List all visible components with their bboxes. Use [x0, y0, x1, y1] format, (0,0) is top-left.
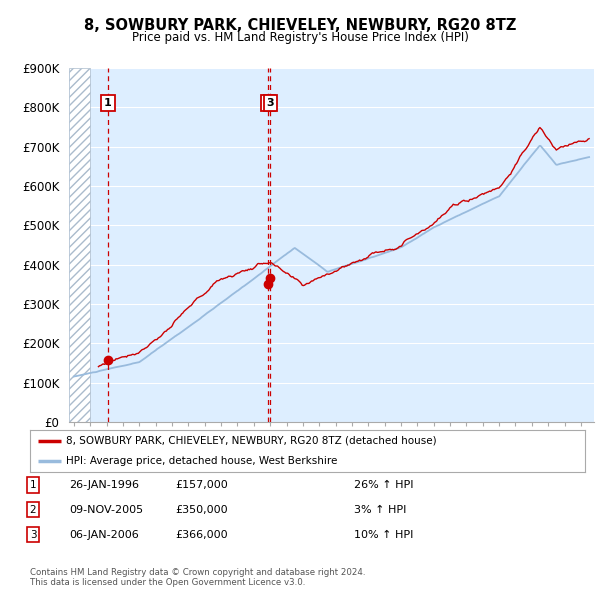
Text: 1: 1 [104, 99, 112, 108]
Text: £350,000: £350,000 [175, 505, 228, 514]
Text: Price paid vs. HM Land Registry's House Price Index (HPI): Price paid vs. HM Land Registry's House … [131, 31, 469, 44]
Text: 2: 2 [264, 99, 272, 108]
Text: 06-JAN-2006: 06-JAN-2006 [69, 530, 139, 539]
Bar [69, 68, 90, 422]
Text: 2: 2 [29, 505, 37, 514]
Text: £366,000: £366,000 [175, 530, 228, 539]
Text: £157,000: £157,000 [175, 480, 228, 490]
Text: 26-JAN-1996: 26-JAN-1996 [69, 480, 139, 490]
Text: Contains HM Land Registry data © Crown copyright and database right 2024.
This d: Contains HM Land Registry data © Crown c… [30, 568, 365, 587]
Text: 10% ↑ HPI: 10% ↑ HPI [354, 530, 413, 539]
Text: 1: 1 [29, 480, 37, 490]
Text: 3% ↑ HPI: 3% ↑ HPI [354, 505, 406, 514]
Text: 8, SOWBURY PARK, CHIEVELEY, NEWBURY, RG20 8TZ (detached house): 8, SOWBURY PARK, CHIEVELEY, NEWBURY, RG2… [66, 436, 437, 446]
Text: 26% ↑ HPI: 26% ↑ HPI [354, 480, 413, 490]
Text: 8, SOWBURY PARK, CHIEVELEY, NEWBURY, RG20 8TZ: 8, SOWBURY PARK, CHIEVELEY, NEWBURY, RG2… [84, 18, 516, 32]
Text: 09-NOV-2005: 09-NOV-2005 [69, 505, 143, 514]
Text: 3: 3 [29, 530, 37, 539]
Text: HPI: Average price, detached house, West Berkshire: HPI: Average price, detached house, West… [66, 457, 337, 466]
Text: 3: 3 [266, 99, 274, 108]
